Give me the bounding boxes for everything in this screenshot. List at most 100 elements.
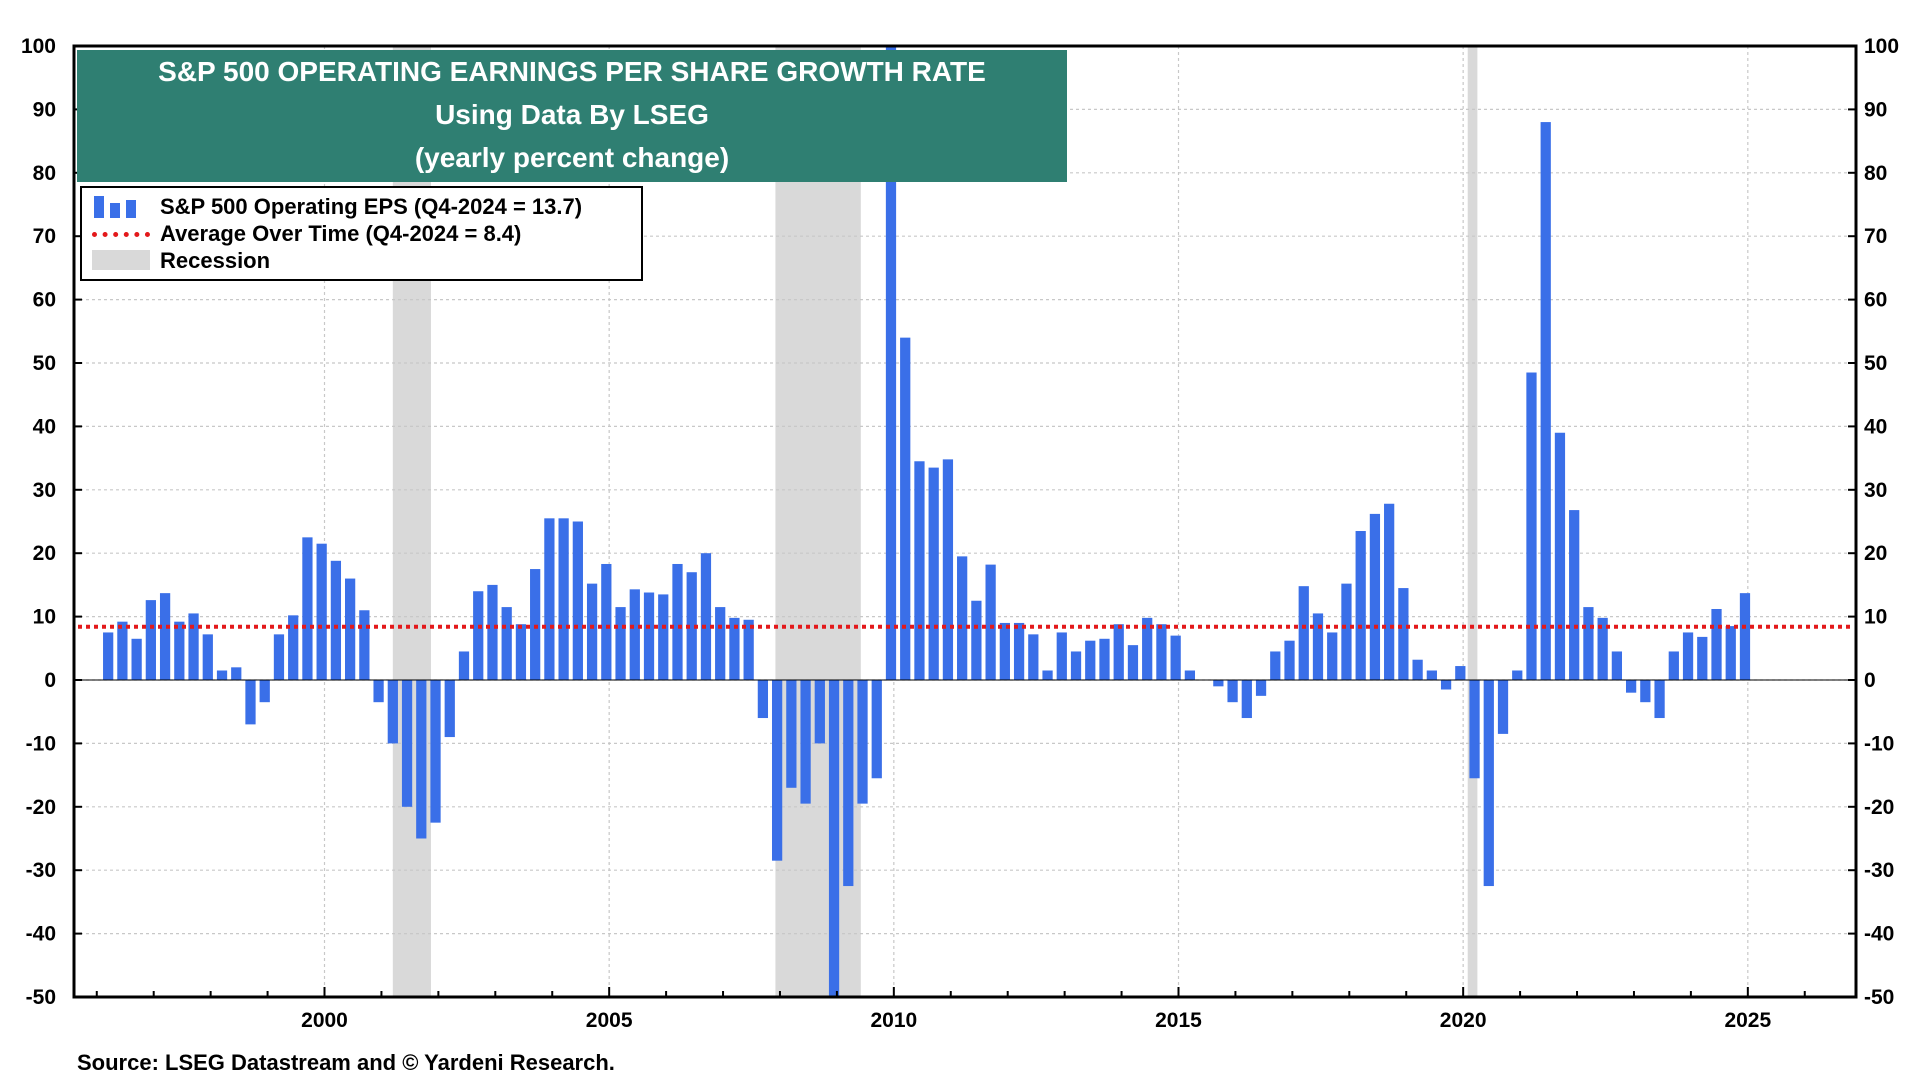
y-tick-label-left: 70 [33, 225, 56, 248]
eps-bar [1512, 670, 1523, 680]
y-tick-label-left: -50 [26, 986, 56, 1009]
x-tick-label: 2015 [1155, 1009, 1202, 1032]
eps-bar [103, 632, 114, 680]
y-tick-label-left: 0 [44, 669, 56, 692]
y-tick-label-right: -40 [1864, 923, 1894, 946]
eps-bar [202, 634, 213, 680]
eps-bar [900, 337, 911, 680]
y-tick-label-right: -10 [1864, 732, 1894, 755]
y-tick-label-left: 100 [21, 35, 56, 58]
eps-bar [401, 680, 413, 807]
eps-bar [1070, 651, 1082, 680]
eps-bar [757, 680, 769, 719]
eps-bar [245, 680, 256, 725]
eps-bar [1327, 632, 1338, 680]
eps-bar [999, 622, 1010, 680]
eps-bar [1384, 503, 1395, 680]
eps-bar [131, 638, 142, 680]
eps-bar [1682, 632, 1694, 680]
legend: S&P 500 Operating EPS (Q4-2024 = 13.7) A… [80, 186, 643, 281]
y-tick-label-left: 20 [33, 542, 56, 565]
eps-bar [572, 521, 583, 680]
eps-bar [1085, 640, 1096, 680]
eps-bar [1270, 651, 1281, 680]
eps-bar [373, 680, 384, 703]
eps-bar [1640, 680, 1651, 703]
eps-bar [273, 634, 285, 680]
chart-title: S&P 500 OPERATING EARNINGS PER SHARE GRO… [158, 56, 986, 87]
chart-units: (yearly percent change) [414, 142, 730, 173]
recession-band [1467, 46, 1478, 997]
eps-bar [1697, 636, 1708, 680]
eps-bar [1526, 372, 1537, 680]
eps-bar [316, 543, 327, 680]
eps-bar [771, 680, 783, 861]
eps-bar [216, 670, 228, 680]
y-tick-label-left: -10 [26, 732, 56, 755]
eps-bar [444, 680, 455, 738]
y-tick-label-right: 50 [1864, 352, 1887, 375]
eps-bar [700, 553, 712, 680]
eps-bar [1412, 659, 1423, 680]
eps-bar [928, 467, 939, 680]
eps-bar [1184, 670, 1196, 680]
y-tick-label-left: 80 [33, 162, 56, 185]
eps-bar [487, 584, 498, 680]
eps-bar [416, 680, 427, 839]
eps-bar [1170, 635, 1181, 680]
y-tick-label-right: 30 [1864, 479, 1887, 502]
y-tick-label-left: 50 [33, 352, 56, 375]
eps-bar [345, 578, 356, 680]
eps-bar [1583, 607, 1594, 680]
eps-bar [1711, 608, 1722, 680]
y-tick-label-right: 90 [1864, 98, 1887, 121]
eps-bar [145, 600, 156, 680]
eps-bar [957, 556, 968, 680]
eps-bar [601, 563, 612, 680]
y-tick-label-right: 100 [1864, 35, 1899, 58]
eps-bar [1369, 513, 1381, 680]
eps-bar [231, 667, 242, 680]
eps-bar [1426, 670, 1437, 680]
eps-bar [501, 607, 512, 680]
chart-subtitle: Using Data By LSEG [435, 99, 709, 130]
source-note: Source: LSEG Datastream and © Yardeni Re… [77, 1050, 615, 1075]
eps-bar [430, 680, 441, 823]
bar-swatch-icon [92, 194, 142, 218]
eps-bar [1028, 634, 1039, 680]
eps-bar [715, 607, 726, 680]
y-tick-label-left: 60 [33, 289, 56, 312]
eps-bar [914, 461, 925, 680]
eps-bar [1099, 638, 1110, 680]
y-tick-label-right: 80 [1864, 162, 1887, 185]
eps-bar [1398, 588, 1409, 680]
y-tick-label-left: 30 [33, 479, 56, 502]
eps-bar [814, 680, 825, 744]
eps-bar [1127, 645, 1139, 680]
eps-bar [1554, 432, 1566, 680]
y-tick-label-right: 70 [1864, 225, 1887, 248]
eps-bar [971, 600, 982, 680]
dotted-line-swatch-icon [92, 232, 150, 237]
eps-bar [1654, 680, 1665, 719]
eps-bar [473, 591, 484, 680]
eps-bar [1213, 680, 1224, 687]
eps-bar [1241, 680, 1252, 719]
eps-bar [1739, 593, 1751, 680]
eps-bar [1113, 624, 1124, 680]
eps-bar [288, 615, 299, 680]
eps-bar [1597, 617, 1608, 680]
plot-frame [72, 44, 1858, 999]
eps-bar [302, 537, 313, 680]
eps-bar [159, 593, 171, 680]
eps-bar [1483, 680, 1494, 887]
y-tick-label-right: 0 [1864, 669, 1876, 692]
eps-bar [672, 563, 683, 680]
eps-bar [530, 569, 541, 680]
eps-bar [558, 518, 569, 680]
eps-bar [1455, 666, 1466, 680]
y-tick-label-left: -30 [26, 859, 56, 882]
y-tick-label-left: -20 [26, 796, 56, 819]
eps-bar [1013, 622, 1025, 680]
